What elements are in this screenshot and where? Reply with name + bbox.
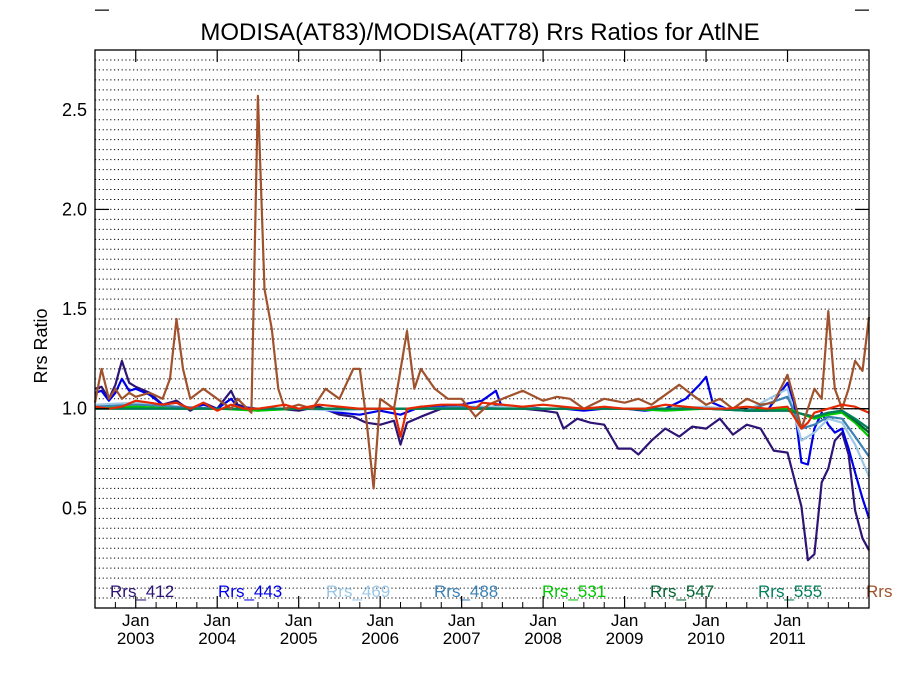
x-tick-label-year: 2005 — [280, 629, 318, 648]
y-axis-ticks: 0.5 1.0 1.5 2.0 2.5 — [62, 9, 869, 518]
x-tick-label-month: Jan — [774, 611, 801, 630]
x-tick-label-month: Jan — [692, 611, 719, 630]
x-tick-label-year: 2004 — [198, 629, 236, 648]
x-tick-label-month: Jan — [611, 611, 638, 630]
legend-label: Rrs_488 — [434, 582, 498, 601]
legend-label: Rrs_469 — [326, 582, 390, 601]
x-axis-ticks: Jan2003Jan2004Jan2005Jan2006Jan2007Jan20… — [114, 50, 850, 648]
x-tick-label-month: Jan — [285, 611, 312, 630]
x-tick-label-year: 2007 — [443, 629, 481, 648]
x-tick-label-year: 2010 — [687, 629, 725, 648]
legend: Rrs_412 Rrs_443 Rrs_469 Rrs_488 Rrs_531 Rrs_5… — [110, 582, 892, 601]
y-tick-label: 2.5 — [62, 100, 87, 120]
y-tick-label: 1.0 — [62, 399, 87, 419]
chart-title: MODISA(AT83)/MODISA(AT78) Rrs Ratios for… — [200, 19, 759, 46]
legend-label: Rrs_555 — [758, 582, 822, 601]
x-tick-label-year: 2011 — [769, 629, 806, 648]
y-tick-label: 1.5 — [62, 299, 87, 319]
legend-label: Rrs_443 — [218, 582, 282, 601]
x-tick-label-month: Jan — [122, 611, 149, 630]
x-tick-label-month: Jan — [448, 611, 475, 630]
series-line-unlabeled — [94, 399, 870, 438]
legend-label: Rrs_412 — [110, 582, 174, 601]
y-tick-label: 2.0 — [62, 199, 87, 219]
x-tick-label-year: 2003 — [117, 629, 155, 648]
x-tick-label-year: 2008 — [524, 629, 562, 648]
x-tick-label-month: Jan — [529, 611, 556, 630]
legend-label: Rrs_547 — [650, 582, 714, 601]
x-tick-label-year: 2009 — [606, 629, 644, 648]
series-line-rrs — [93, 94, 871, 490]
legend-label: Rrs_531 — [542, 582, 606, 601]
legend-label: Rrs — [866, 582, 892, 601]
x-tick-label-month: Jan — [366, 611, 393, 630]
y-axis-label: Rrs Ratio — [31, 308, 51, 383]
y-tick-label: 0.5 — [62, 498, 87, 518]
x-tick-label-year: 2006 — [361, 629, 399, 648]
x-tick-label-month: Jan — [203, 611, 230, 630]
series-lines — [93, 94, 871, 562]
